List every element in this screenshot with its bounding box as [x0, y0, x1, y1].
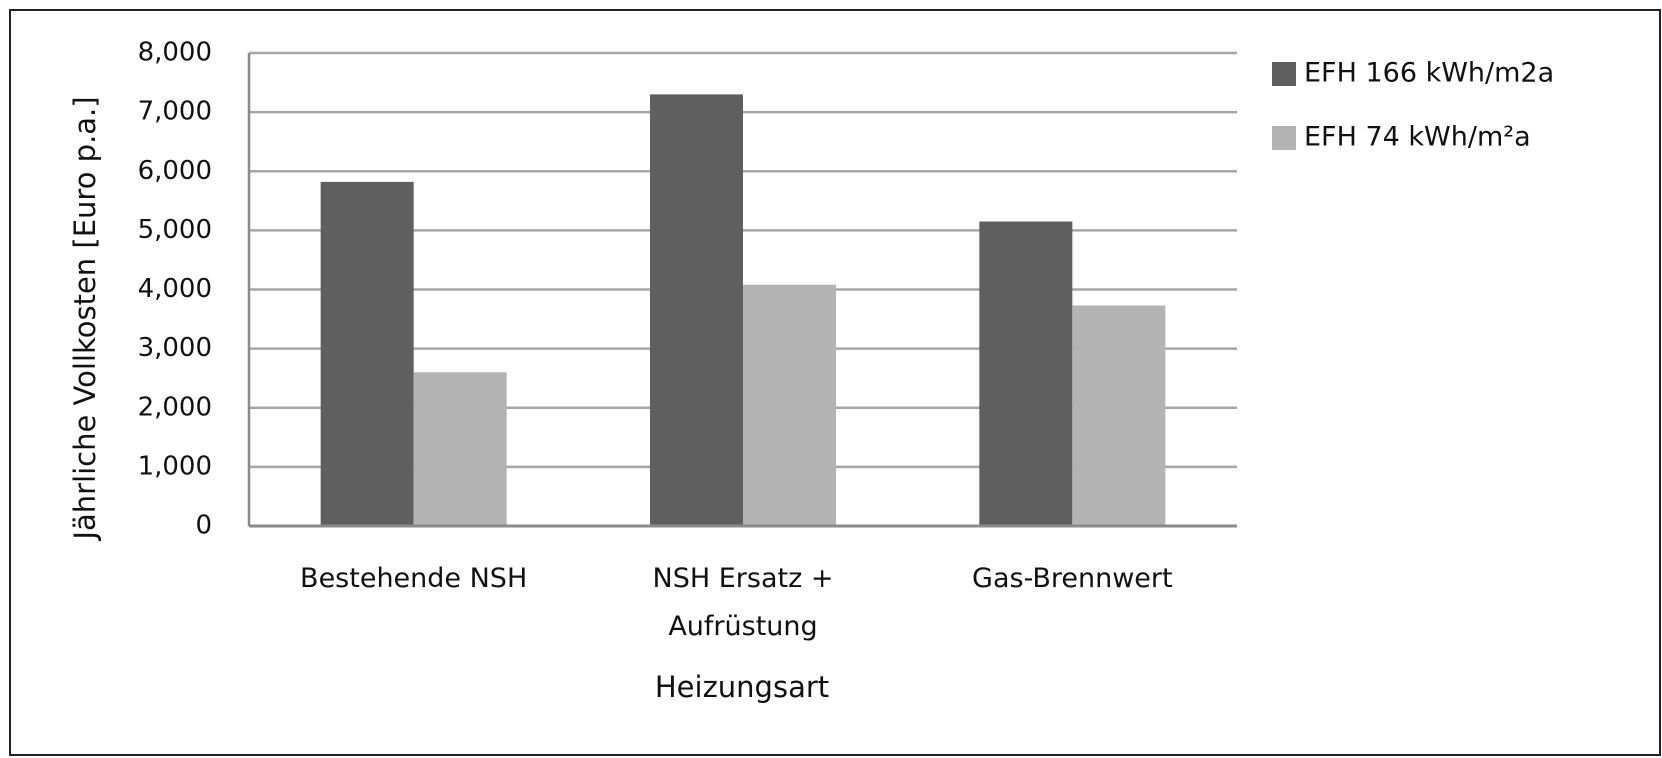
x-tick-label: Gas-Brennwert	[972, 563, 1173, 594]
bar	[743, 284, 836, 526]
legend-swatch	[1272, 126, 1296, 150]
y-axis-title: Jährliche Vollkosten [Euro p.a.]	[68, 96, 102, 541]
x-tick-label: NSH Ersatz + Aufrüstung	[652, 563, 834, 642]
bar	[979, 221, 1073, 526]
y-tick-label: 2,000	[138, 392, 212, 422]
legend-label: EFH 74 kWh/m²a	[1304, 122, 1531, 153]
x-axis-title: Heizungsart	[655, 670, 829, 704]
y-tick-label: 1,000	[138, 451, 212, 481]
y-tick-label: 5,000	[138, 215, 212, 245]
bar	[320, 181, 414, 526]
x-tick-label: Bestehende NSH	[300, 563, 528, 594]
y-tick-label: 4,000	[138, 274, 212, 304]
y-tick-label: 3,000	[138, 333, 212, 363]
bar	[650, 94, 743, 526]
bar	[1072, 305, 1166, 526]
y-tick-label: 6,000	[138, 156, 212, 186]
frame	[9, 9, 1661, 756]
bar	[413, 372, 507, 526]
y-tick-label: 8,000	[138, 38, 212, 68]
legend-label: EFH 166 kWh/m2a	[1304, 58, 1554, 89]
y-tick-label: 7,000	[138, 97, 212, 127]
y-tick-label: 0	[195, 511, 212, 541]
legend-swatch	[1272, 62, 1296, 86]
